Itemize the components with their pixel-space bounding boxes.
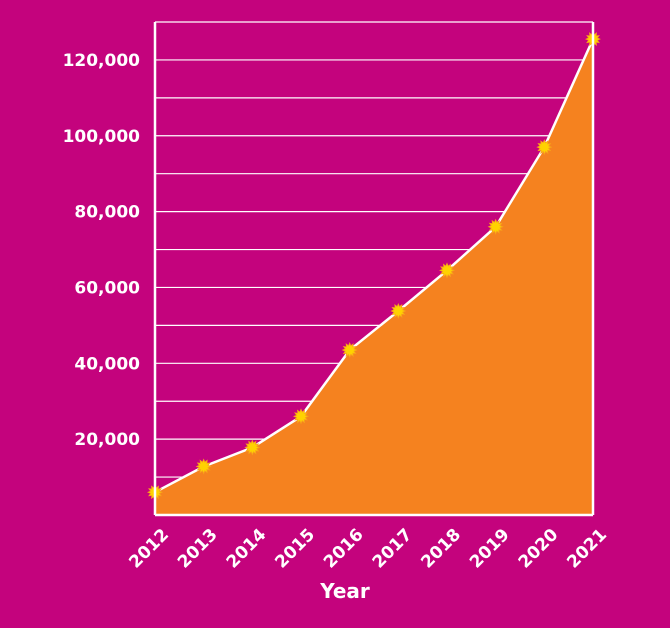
area-fill — [155, 39, 593, 515]
x-tick-label: 2021 — [563, 525, 611, 573]
x-tick-labels: 2012 2013 2014 2015 2016 2017 2018 2019 2020 2021 — [125, 525, 611, 573]
y-tick-labels: 20,000 40,000 60,000 80,000 100,000 120,000 — [63, 51, 141, 450]
x-tick-label: 2018 — [417, 525, 465, 573]
x-tick-label: 2016 — [320, 525, 368, 573]
x-tick-label: 2017 — [369, 525, 417, 573]
data-point-2016 — [341, 342, 358, 359]
data-point-2014 — [244, 439, 261, 456]
grid-lines — [155, 21, 593, 478]
y-tick-label: 120,000 — [63, 51, 141, 71]
x-tick-label: 2012 — [125, 525, 173, 573]
series-line — [154, 38, 595, 494]
data-point-2019 — [487, 218, 504, 235]
y-tick-label: 60,000 — [74, 278, 140, 298]
y-tick-label: 20,000 — [74, 430, 140, 450]
x-tick-label: 2013 — [174, 525, 222, 573]
data-point-2020 — [536, 139, 553, 156]
y-tick-label: 40,000 — [74, 354, 140, 374]
x-tick-label: 2015 — [271, 525, 319, 573]
data-point-2013 — [195, 458, 212, 475]
axes — [153, 22, 595, 517]
x-tick-label: 2014 — [223, 525, 271, 573]
data-point-2018 — [439, 262, 455, 279]
data-point-2015 — [293, 408, 309, 425]
x-axis-title: Year — [319, 579, 370, 603]
x-tick-label: 2019 — [466, 525, 514, 573]
data-point-2017 — [390, 302, 407, 319]
x-tick-label: 2020 — [515, 525, 563, 573]
y-tick-label: 100,000 — [63, 127, 141, 147]
y-tick-label: 80,000 — [74, 203, 140, 223]
